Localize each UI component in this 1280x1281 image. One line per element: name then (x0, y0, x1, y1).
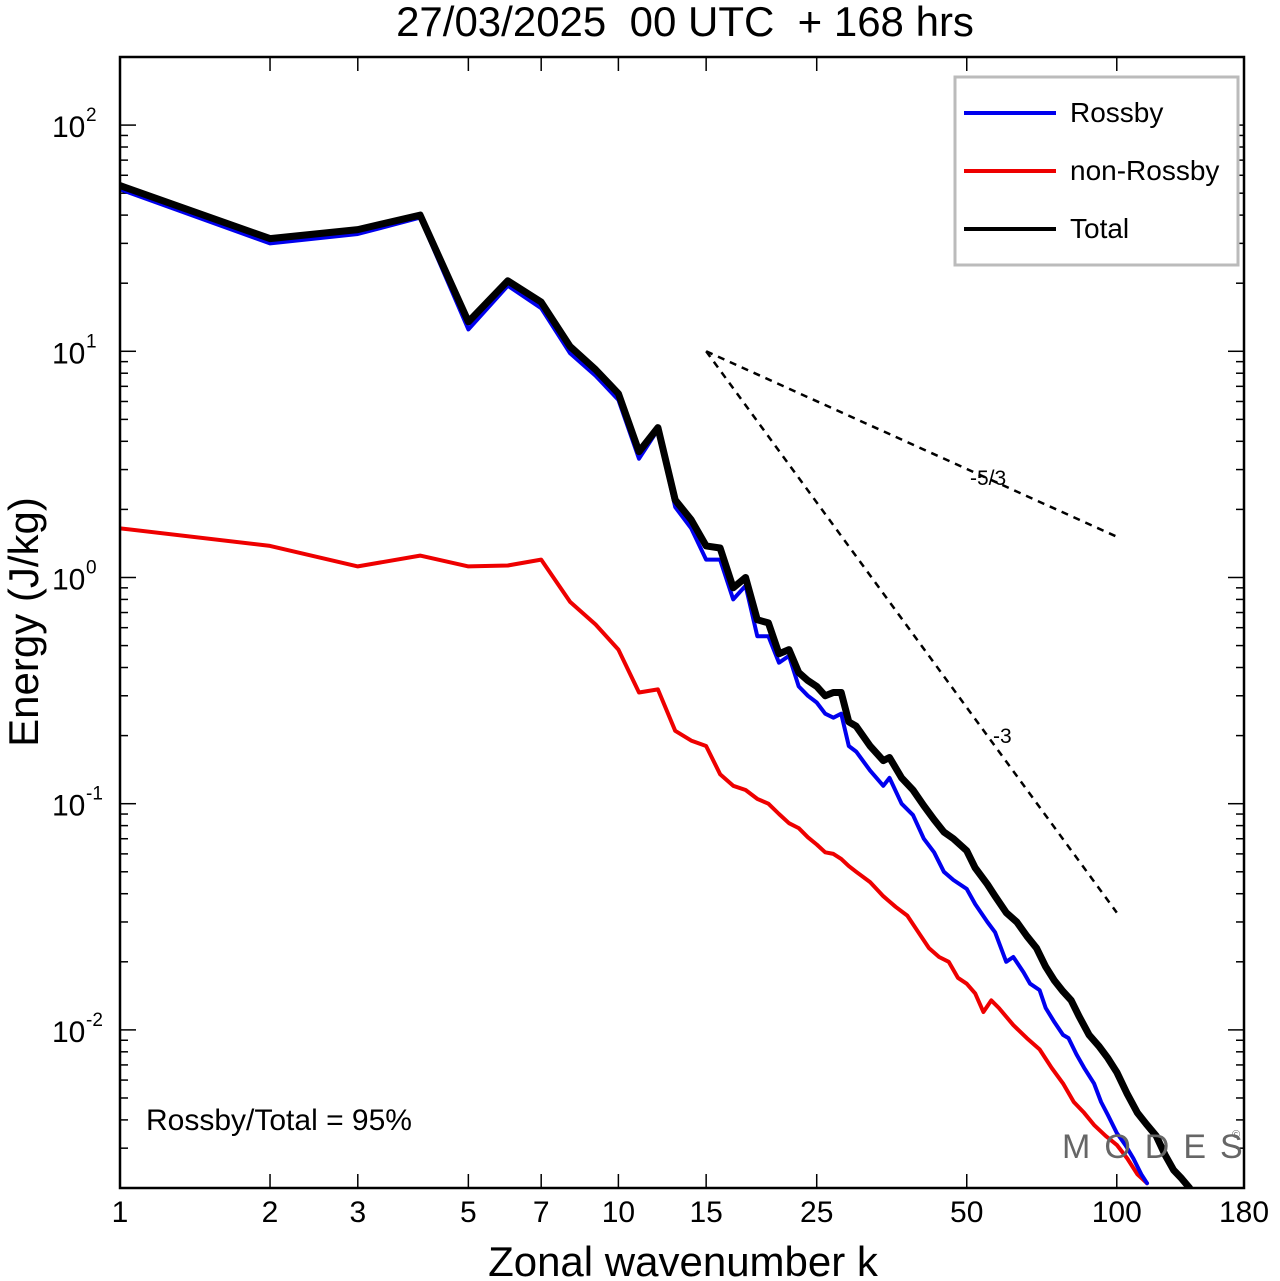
x-tick-label: 3 (349, 1196, 366, 1229)
y-tick-exponent: -2 (86, 1010, 103, 1031)
y-tick-base: 10 (52, 337, 85, 370)
series-line-non-rossby (120, 526, 1149, 1186)
slope-line (705, 350, 1118, 914)
rossby-ratio-annotation: Rossby/Total = 95% (146, 1104, 412, 1137)
y-tick-label: 10 -1 (52, 784, 103, 823)
x-tick-label: 7 (533, 1196, 550, 1229)
x-tick-labels: 1 2 3 5 7 10 15 25 50 100 180 (112, 1196, 1269, 1229)
modes-watermark: MODES © (1062, 1128, 1257, 1166)
slope-label: -3 (993, 725, 1012, 748)
y-tick-label: 10 0 (52, 557, 97, 596)
x-tick-label: 10 (602, 1196, 635, 1229)
y-tick-exponent: 1 (86, 331, 97, 352)
x-tick-label: 50 (950, 1196, 983, 1229)
y-tick-exponent: 2 (86, 105, 97, 126)
reference-slopes: -5/3 -3 (705, 350, 1120, 914)
legend-label: Rossby (1070, 97, 1163, 128)
x-tick-label: 25 (800, 1196, 833, 1229)
series-line-total (120, 182, 1194, 1188)
x-tick-label: 1 (112, 1196, 129, 1229)
x-tick-label: 100 (1092, 1196, 1142, 1229)
y-axis-label: Energy (J/kg) (0, 497, 47, 747)
x-tick-label: 15 (689, 1196, 722, 1229)
x-tick-label: 5 (460, 1196, 477, 1229)
x-tick-label: 2 (262, 1196, 279, 1229)
slope-line (705, 350, 1120, 539)
y-tick-base: 10 (52, 563, 85, 596)
plot-frame (118, 55, 1246, 1190)
y-tick-exponent: -1 (86, 784, 103, 805)
series-line-rossby (120, 187, 1149, 1186)
x-axis-label: Zonal wavenumber k (488, 1238, 879, 1281)
data-series (120, 182, 1194, 1188)
y-tick-exponent: 0 (86, 557, 97, 578)
y-tick-label: 10 2 (52, 105, 97, 144)
legend-label: non-Rossby (1070, 155, 1219, 186)
chart-title: 27/03/2025 00 UTC + 168 hrs (396, 0, 974, 45)
y-tick-base: 10 (52, 1016, 85, 1049)
watermark-text: MODES (1062, 1128, 1257, 1166)
y-tick-label: 10 1 (52, 331, 97, 370)
x-tick-label: 180 (1219, 1196, 1269, 1229)
y-tick-base: 10 (52, 790, 85, 823)
y-tick-base: 10 (52, 111, 85, 144)
legend-label: Total (1070, 213, 1129, 244)
slope-label: -5/3 (970, 467, 1006, 490)
y-tick-label: 10 -2 (52, 1010, 103, 1049)
watermark-copyright-mark: © (1232, 1129, 1240, 1141)
legend: Rossby non-Rossby Total (953, 75, 1240, 267)
